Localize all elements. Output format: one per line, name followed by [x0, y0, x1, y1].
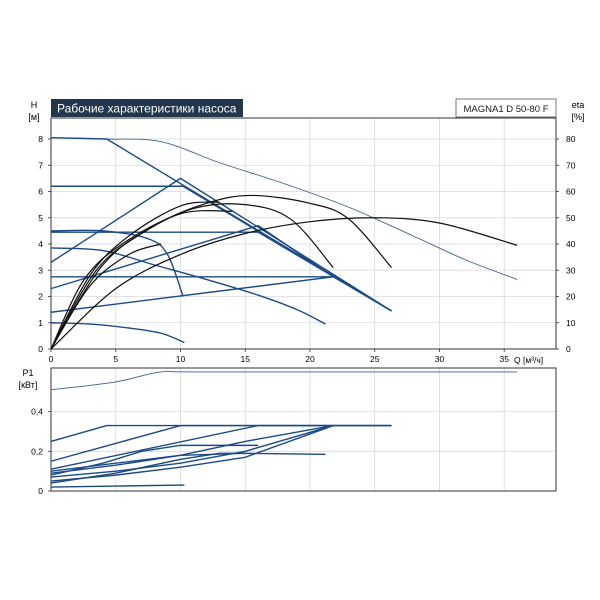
power-tick-label: 0,2	[31, 446, 43, 456]
power-curve	[50, 424, 392, 470]
y2-tick-label: 10	[566, 318, 576, 328]
head-curve	[50, 137, 518, 280]
y-tick-label: 8	[38, 134, 43, 144]
head-curve	[50, 247, 326, 325]
model-label: MAGNA1 D 50-80 F	[464, 104, 549, 115]
power-grid	[51, 368, 556, 491]
head-curve	[50, 224, 334, 290]
power-curve	[50, 484, 185, 488]
head-curve	[50, 229, 184, 297]
y-tick-label: 7	[38, 160, 43, 170]
y-tick-label: 4	[38, 239, 43, 249]
y2-tick-label: 80	[566, 134, 576, 144]
y2-tick-label: 50	[566, 213, 576, 223]
x-tick-label: 30	[435, 354, 445, 364]
power-axis-unit: [кВт]	[19, 380, 38, 390]
power-curve	[50, 444, 259, 476]
chart-title: Рабочие характеристики насоса	[57, 102, 237, 116]
y2-tick-label: 20	[566, 292, 576, 302]
efficiency-curve	[50, 217, 518, 350]
efficiency-curve	[50, 201, 220, 350]
y-tick-label: 2	[38, 292, 43, 302]
x-axis-label: Q [м³/ч]	[514, 355, 543, 365]
efficiency-curve	[50, 243, 162, 350]
efficiency-curve	[50, 203, 334, 350]
y2-tick-label: 70	[566, 160, 576, 170]
efficiency-curve	[50, 210, 233, 350]
head-grid	[51, 118, 556, 349]
power-axis-label: P1	[22, 368, 33, 378]
x-tick-label: 10	[176, 354, 186, 364]
power-tick-label: 0,4	[31, 407, 43, 417]
power-axis-ticks: 0 0,2 0,4	[31, 407, 51, 496]
y-axis-unit: [м]	[28, 112, 39, 122]
power-curves	[50, 370, 518, 488]
y-tick-label: 0	[38, 344, 43, 354]
x-tick-label: 25	[370, 354, 380, 364]
y-tick-label: 1	[38, 318, 43, 328]
chart-title-background	[51, 99, 243, 117]
power-plot-frame	[50, 367, 557, 492]
head-curve	[51, 185, 392, 312]
head-plot-frame	[50, 117, 557, 350]
x-tick-label: 15	[240, 354, 250, 364]
x-tick-label: 0	[49, 354, 54, 364]
x-tick-label: 35	[499, 354, 509, 364]
y-tick-label: 3	[38, 265, 43, 275]
model-label-box	[455, 98, 557, 118]
x-tick-label: 5	[113, 354, 118, 364]
head-curve	[50, 322, 185, 344]
power-tick-label: 0	[38, 486, 43, 496]
y-tick-label: 5	[38, 213, 43, 223]
y-axis-label: H	[31, 100, 38, 110]
y2-tick-label: 40	[566, 239, 576, 249]
head-curve	[50, 177, 392, 312]
y2-tick-label: 0	[566, 344, 571, 354]
power-curve	[50, 424, 334, 478]
y-tick-label: 6	[38, 187, 43, 197]
head-curves	[50, 136, 518, 350]
x-tick-label: 20	[305, 354, 315, 364]
y2-axis-label: eta	[572, 100, 585, 110]
y2-tick-label: 60	[566, 187, 576, 197]
head-curve	[50, 276, 334, 313]
power-curve	[50, 452, 246, 484]
power-curve	[50, 370, 518, 391]
y2-axis-unit: [%]	[571, 112, 584, 122]
y2-tick-label: 30	[566, 265, 576, 275]
